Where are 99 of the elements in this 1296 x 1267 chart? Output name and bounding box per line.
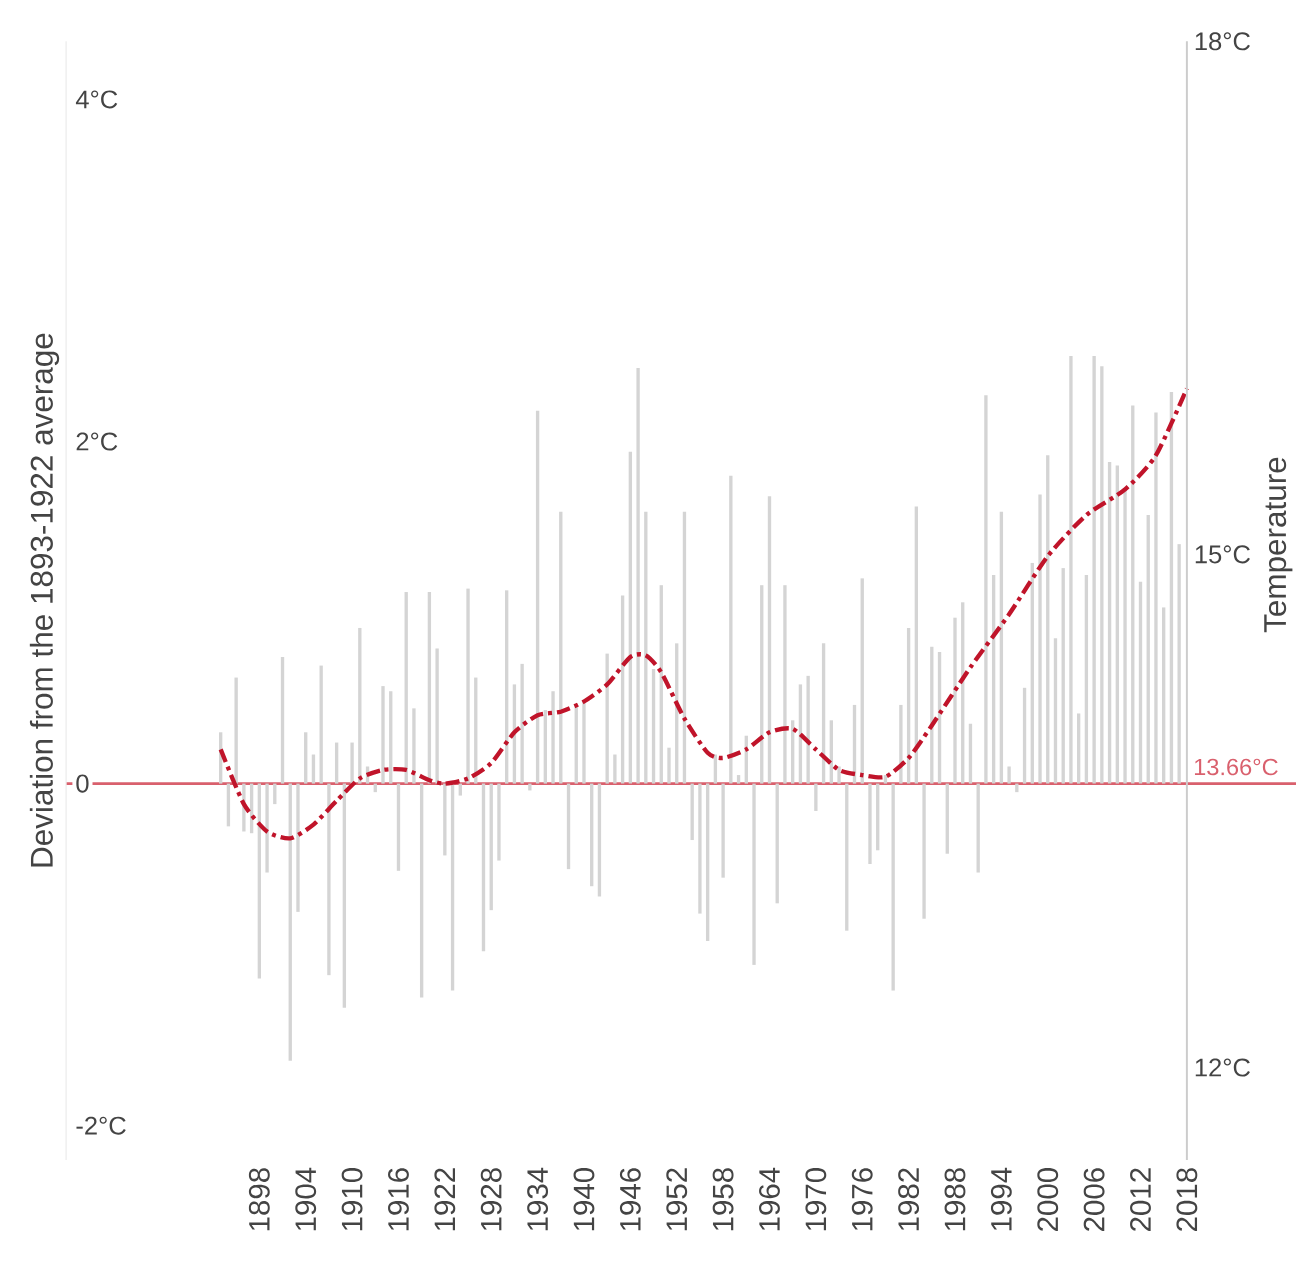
x-tick-label: 2018 (1176, 1168, 1198, 1231)
bar (814, 783, 818, 811)
bar (1146, 514, 1150, 784)
x-tick-label: 1994 (990, 1167, 1012, 1231)
bar (752, 783, 756, 965)
bar (922, 783, 926, 919)
x-tick-label: 1904 (295, 1167, 317, 1231)
x-tick-label: 1928 (480, 1168, 502, 1231)
y-tick-label: 0 (76, 774, 89, 793)
bar (311, 754, 316, 784)
bar (1100, 366, 1104, 784)
y-axis-title: Deviation from the 1893-1922 average (29, 333, 60, 867)
y-tick-label: -2°C (76, 1116, 126, 1135)
bar (713, 754, 718, 784)
bar (651, 668, 656, 784)
bar (350, 742, 354, 784)
x-tick-label: 2000 (1037, 1167, 1059, 1231)
bar (265, 783, 269, 873)
bar (466, 588, 470, 784)
bar (783, 585, 787, 784)
bar (304, 732, 308, 784)
y2-axis-title: Temperature (1264, 457, 1293, 633)
y2-tick-label: 18°C (1195, 32, 1250, 51)
bar (1038, 494, 1042, 784)
bar (458, 783, 462, 796)
bar (1084, 574, 1089, 784)
bar (1123, 489, 1127, 784)
x-tick-label: 1946 (619, 1168, 641, 1231)
bar (1138, 581, 1143, 784)
x-tick-label: 1910 (341, 1167, 363, 1231)
x-tick-label: 1898 (248, 1168, 270, 1231)
bar (736, 774, 741, 784)
bar (1069, 355, 1073, 784)
x-tick-label: 1916 (388, 1168, 409, 1231)
bar (327, 783, 331, 976)
bar (883, 774, 888, 784)
bar (1154, 412, 1158, 784)
y-tick-label: 2°C (76, 432, 118, 451)
bar (520, 663, 524, 784)
bar (1053, 638, 1058, 784)
bar (605, 653, 609, 784)
bar (968, 723, 973, 784)
bar (1007, 766, 1011, 784)
bar (234, 677, 238, 784)
bar (396, 783, 401, 871)
x-tick-label: 1922 (434, 1168, 456, 1231)
x-tick-label: 1982 (898, 1168, 920, 1231)
bar (497, 783, 501, 861)
y-tick-label: 4°C (75, 90, 118, 109)
bar (806, 675, 810, 784)
bar (667, 747, 671, 784)
bar (613, 754, 617, 784)
bar (551, 691, 555, 784)
bar (528, 783, 532, 791)
bar (1061, 567, 1065, 784)
bar (1162, 607, 1166, 784)
x-tick-label: 2006 (1083, 1168, 1105, 1231)
bar (1076, 713, 1081, 784)
bar (412, 708, 416, 784)
bar (1177, 544, 1181, 784)
bar (296, 783, 300, 912)
line-series (218, 386, 1190, 841)
bar (729, 475, 733, 784)
bar (1022, 687, 1027, 784)
bar (381, 685, 385, 784)
x-tick-label: 1958 (712, 1168, 734, 1231)
bar (1092, 355, 1096, 784)
bar (845, 783, 849, 931)
x-tick-label: 1940 (573, 1167, 595, 1231)
y2-tick-label: 15°C (1195, 545, 1250, 564)
ref-line-label: 13.66°C (1194, 758, 1278, 776)
bar (698, 783, 702, 914)
bar (543, 709, 547, 784)
bar (984, 395, 988, 784)
x-tick-label: 1988 (944, 1168, 966, 1231)
bar (891, 783, 895, 991)
x-tick-label: 1952 (666, 1168, 688, 1231)
bar (899, 704, 903, 784)
bar (953, 617, 957, 784)
bar (443, 783, 447, 856)
x-tick-label: 1964 (759, 1167, 780, 1231)
bar (280, 656, 285, 784)
x-tick-label: 1934 (527, 1167, 549, 1231)
bar (837, 766, 841, 784)
bar (636, 367, 640, 784)
bar (868, 783, 872, 864)
bar (976, 783, 980, 873)
bar (721, 783, 725, 878)
bar (1015, 783, 1019, 793)
bar (582, 701, 586, 784)
bar (389, 691, 393, 784)
bar (334, 742, 339, 784)
x-tick-label: 2012 (1130, 1168, 1151, 1231)
x-tick-label: 1970 (805, 1167, 827, 1231)
bar (435, 648, 439, 784)
x-tick-label: 1976 (851, 1168, 873, 1231)
bar (319, 665, 323, 784)
y2-tick-label: 12°C (1195, 1058, 1250, 1077)
bar (1046, 455, 1050, 784)
